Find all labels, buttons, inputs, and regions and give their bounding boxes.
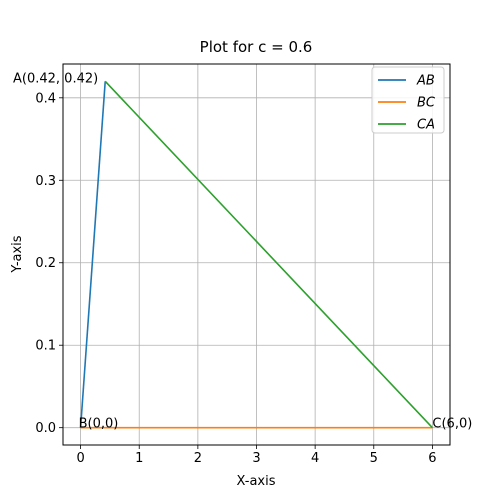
- x-axis-label: X-axis: [237, 474, 276, 489]
- x-tick-label: 0: [76, 451, 84, 466]
- axis-ticks: 0 1 2 3 4 5 6 0.0 0.1 0.2 0.3 0.4: [35, 91, 436, 466]
- series-line-ca: [104, 80, 433, 429]
- point-label: C(6,0): [432, 417, 472, 432]
- chart-title: Plot for c = 0.6: [200, 38, 313, 56]
- x-tick-label: 5: [370, 451, 378, 466]
- series-line-ab: [79, 81, 107, 428]
- legend-box: [371, 66, 445, 134]
- x-tick-label: 6: [428, 451, 436, 466]
- point-label: B(0,0): [79, 417, 119, 432]
- legend-label-ab: AB: [416, 74, 435, 89]
- x-tick-label: 1: [135, 451, 143, 466]
- x-tick-label: 2: [194, 451, 202, 466]
- legend: AB BC CA: [371, 66, 445, 134]
- y-axis-label: Y-axis: [10, 235, 25, 273]
- y-tick-label: 0.3: [35, 174, 56, 189]
- point-label: A(0.42, 0.42): [13, 71, 98, 86]
- y-tick-label: 0.4: [35, 91, 56, 106]
- series-lines: [79, 80, 433, 429]
- legend-label-ca: CA: [417, 118, 435, 133]
- y-tick-label: 0.2: [35, 256, 56, 271]
- x-tick-label: 3: [252, 451, 260, 466]
- y-tick-label: 0.1: [35, 339, 56, 354]
- y-tick-label: 0.0: [35, 421, 56, 436]
- point-annotations: A(0.42, 0.42) B(0,0) C(6,0): [13, 71, 472, 431]
- x-tick-label: 4: [311, 451, 319, 466]
- legend-label-bc: BC: [417, 96, 436, 111]
